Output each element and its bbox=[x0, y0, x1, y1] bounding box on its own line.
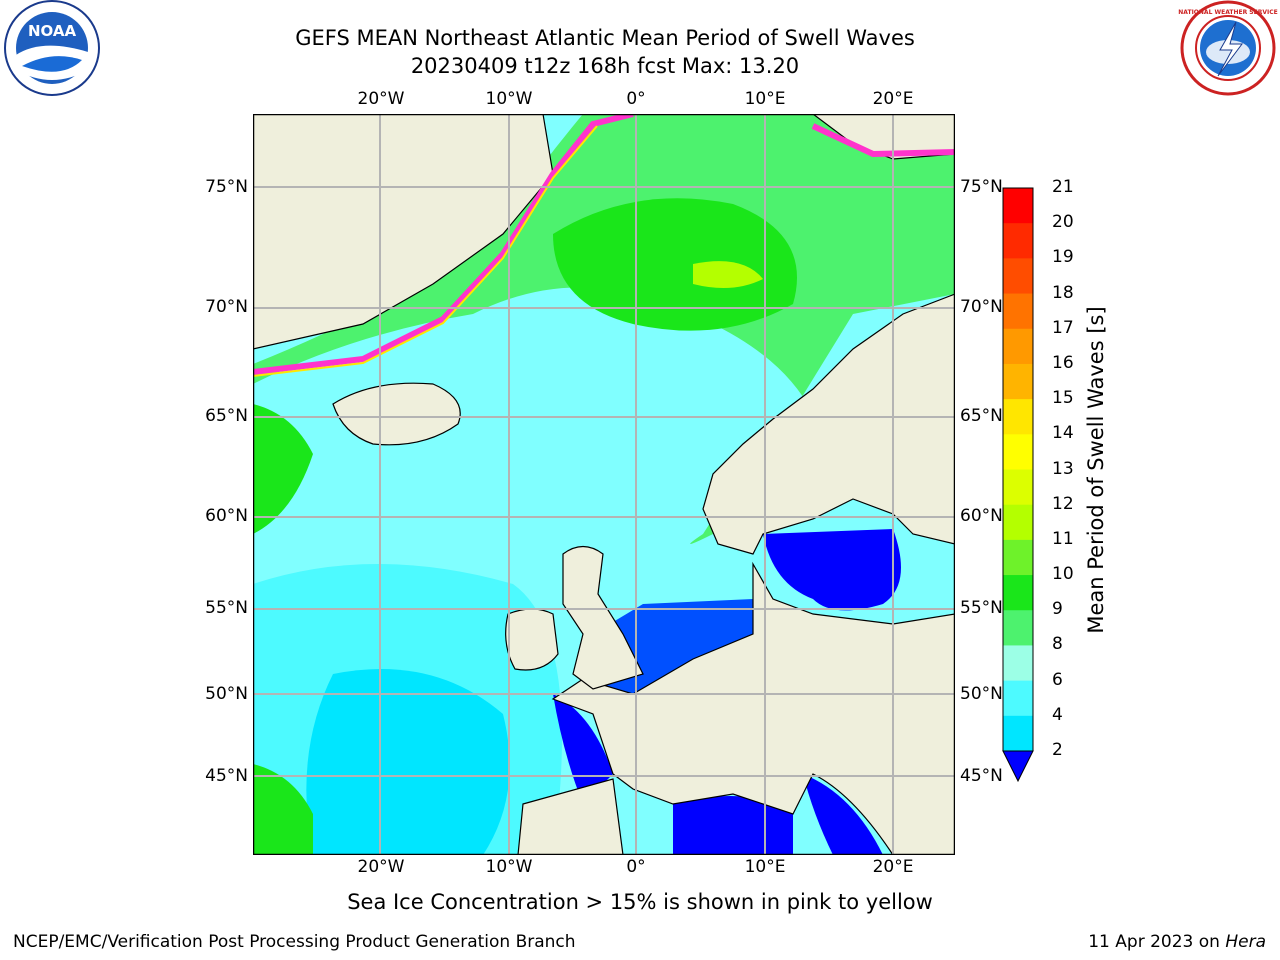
graticule bbox=[253, 114, 955, 855]
colorbar-tick-label: 16 bbox=[1052, 352, 1074, 373]
colorbar-tick-label: 12 bbox=[1052, 493, 1074, 514]
footer-date-text: 11 Apr 2023 on bbox=[1088, 932, 1226, 952]
colorbar-tick-label: 20 bbox=[1052, 212, 1074, 233]
lon-label-top-0: 0° bbox=[626, 89, 646, 109]
sea-zone-max bbox=[693, 261, 763, 288]
baltic-sea bbox=[763, 529, 901, 611]
lat-label-left-65n: 65°N bbox=[205, 406, 248, 426]
colorbar-band bbox=[1003, 328, 1033, 365]
colorbar-tick-label: 13 bbox=[1052, 458, 1074, 479]
iceland bbox=[332, 382, 461, 446]
colorbar-tick-label: 15 bbox=[1052, 388, 1074, 409]
sea-zone-lower bbox=[306, 669, 510, 855]
colorbar-tick-label: 8 bbox=[1052, 634, 1063, 655]
adriatic bbox=[803, 774, 883, 855]
lon-label-bottom-20w: 20°W bbox=[357, 857, 405, 877]
swell-period-map bbox=[253, 114, 955, 855]
colorbar-band bbox=[1003, 434, 1033, 470]
colorbar-band bbox=[1003, 363, 1033, 400]
lon-label-top-20e: 20°E bbox=[872, 89, 914, 109]
sea-ice-edge-yellow bbox=[253, 125, 598, 377]
colorbar bbox=[1002, 187, 1034, 783]
noaa-logo: NOAA bbox=[4, 0, 100, 96]
lat-label-left-45n: 45°N bbox=[205, 766, 248, 786]
colorbar-band bbox=[1003, 293, 1033, 330]
colorbar-tick-label: 4 bbox=[1052, 704, 1063, 725]
lat-label-right-45n: 45°N bbox=[960, 766, 1003, 786]
sea-zone-sw bbox=[253, 764, 313, 855]
colorbar-tick-label: 17 bbox=[1052, 317, 1074, 338]
colorbar-band bbox=[1003, 223, 1033, 259]
colorbar-tick-label: 19 bbox=[1052, 247, 1074, 268]
ireland bbox=[505, 608, 559, 671]
colorbar-tick-label: 10 bbox=[1052, 564, 1074, 585]
sea-ice-svalbard bbox=[811, 123, 955, 158]
map-subtitle: 20230409 t12z 168h fcst Max: 13.20 bbox=[410, 54, 800, 78]
colorbar-band bbox=[1003, 610, 1033, 646]
colorbar-title: Mean Period of Swell Waves [s] bbox=[1084, 306, 1108, 634]
colorbar-band bbox=[1003, 469, 1033, 506]
map-title: GEFS MEAN Northeast Atlantic Mean Period… bbox=[295, 26, 915, 50]
noaa-logo-text: NOAA bbox=[28, 22, 77, 40]
lat-label-left-55n: 55°N bbox=[205, 598, 248, 618]
iberia bbox=[517, 778, 624, 855]
mediterranean bbox=[673, 796, 793, 855]
lat-label-right-65n: 65°N bbox=[960, 406, 1003, 426]
sea-ice-edge bbox=[253, 114, 634, 375]
lon-label-top-10w: 10°W bbox=[485, 89, 533, 109]
colorbar-tick-label: 9 bbox=[1052, 599, 1063, 620]
colorbar-band bbox=[1003, 539, 1033, 576]
nws-logo-text: NATIONAL WEATHER SERVICE bbox=[1178, 9, 1277, 16]
lat-label-left-60n: 60°N bbox=[205, 506, 248, 526]
colorbar-band bbox=[1003, 258, 1033, 295]
lat-label-right-50n: 50°N bbox=[960, 684, 1003, 704]
nws-logo: NATIONAL WEATHER SERVICE bbox=[1178, 0, 1278, 96]
colorbar-tick-label: 21 bbox=[1052, 177, 1074, 197]
colorbar-tick-label: 6 bbox=[1052, 669, 1063, 690]
colorbar-extend-arrow bbox=[1002, 750, 1034, 783]
lon-label-bottom-20e: 20°E bbox=[872, 857, 914, 877]
footer-machine: Hera bbox=[1225, 932, 1266, 952]
footer-producer: NCEP/EMC/Verification Post Processing Pr… bbox=[13, 932, 576, 952]
colorbar-band bbox=[1003, 504, 1033, 541]
great-britain bbox=[562, 545, 644, 690]
greenland bbox=[253, 114, 554, 350]
colorbar-tick-label: 18 bbox=[1052, 282, 1074, 303]
lon-label-top-10e: 10°E bbox=[744, 89, 786, 109]
sea-zone-higher bbox=[553, 198, 797, 331]
colorbar-tick-label: 2 bbox=[1052, 740, 1063, 760]
colorbar-band bbox=[1003, 399, 1033, 435]
lat-label-right-55n: 55°N bbox=[960, 598, 1003, 618]
lat-label-right-70n: 70°N bbox=[960, 297, 1003, 317]
colorbar-band bbox=[1003, 575, 1033, 611]
lon-label-bottom-0: 0° bbox=[626, 857, 646, 877]
lon-label-bottom-10e: 10°E bbox=[744, 857, 786, 877]
sea-zone-west bbox=[253, 404, 313, 534]
colorbar-frame bbox=[1002, 187, 1034, 752]
lon-label-top-20w: 20°W bbox=[357, 89, 405, 109]
colorbar-tick-label: 14 bbox=[1052, 423, 1074, 444]
lon-label-bottom-10w: 10°W bbox=[485, 857, 533, 877]
continental-europe bbox=[551, 561, 955, 855]
footer-date: 11 Apr 2023 on Hera bbox=[1088, 932, 1266, 952]
colorbar-band bbox=[1003, 680, 1033, 717]
colorbar-band bbox=[1003, 188, 1033, 224]
lat-label-left-75n: 75°N bbox=[205, 177, 248, 197]
colorbar-tick-label: 11 bbox=[1052, 528, 1074, 549]
map-frame bbox=[253, 114, 955, 855]
lat-label-left-50n: 50°N bbox=[205, 684, 248, 704]
colorbar-band bbox=[1003, 645, 1033, 682]
lat-label-right-60n: 60°N bbox=[960, 506, 1003, 526]
sea-ice-note: Sea Ice Concentration > 15% is shown in … bbox=[347, 890, 933, 914]
lat-label-right-75n: 75°N bbox=[960, 177, 1003, 197]
lat-label-left-70n: 70°N bbox=[205, 297, 248, 317]
colorbar-band bbox=[1003, 715, 1033, 752]
